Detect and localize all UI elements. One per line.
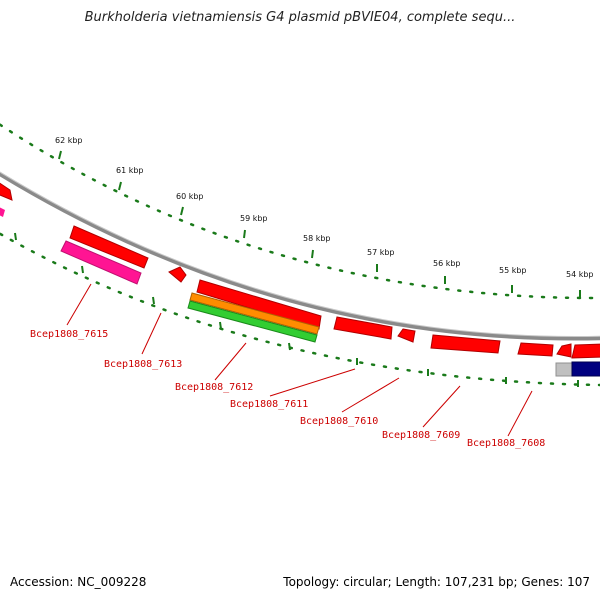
gene-bcep1808-7606 [571, 343, 600, 359]
gene-bcep1808-7614 [168, 266, 187, 283]
gene-label-7613[interactable]: Bcep1808_7613 [104, 359, 182, 370]
gene-label-7609[interactable]: Bcep1808_7609 [382, 430, 460, 441]
gene-label-7610[interactable]: Bcep1808_7610 [300, 416, 378, 427]
tick-60 [180, 206, 184, 216]
map-title: Burkholderia vietnamiensis G4 plasmid pB… [84, 10, 516, 25]
forward-strand-genes [0, 182, 13, 201]
scale-label-55: 55 kbp [499, 266, 527, 275]
leader-7612 [214, 342, 247, 381]
gene-bcep1808-7610 [397, 328, 416, 343]
gene-label-7615[interactable]: Bcep1808_7615 [30, 329, 108, 340]
inner-tick-e [288, 342, 291, 351]
gene-bcep1808-7615-pink [60, 240, 142, 285]
gene-bcep1808-7612-orange [189, 292, 320, 335]
leader-7611 [269, 368, 356, 397]
scale-label-58: 58 kbp [303, 234, 331, 243]
backbone-ring [0, 171, 600, 341]
leader-7615 [66, 283, 92, 326]
leader-7608 [507, 390, 533, 437]
scale-label-62: 62 kbp [55, 136, 83, 145]
inner-major-ticks [14, 232, 579, 387]
scale-label-54: 54 kbp [566, 270, 594, 279]
reverse-strand-genes [0, 207, 600, 377]
gene-bcep1808-7609 [430, 334, 501, 354]
gene-labels: Bcep1808_7615 Bcep1808_7613 Bcep1808_761… [30, 329, 545, 449]
leader-7613 [141, 312, 162, 355]
outer-tick-ring [0, 123, 600, 300]
gene-navy-feature [571, 361, 600, 377]
gene-forward-edge [0, 182, 13, 201]
inner-tick-ring [0, 232, 600, 387]
tick-62 [58, 150, 62, 160]
scale-label-56: 56 kbp [433, 259, 461, 268]
gene-edge-magenta [0, 207, 5, 217]
backbone-ring-highlight [0, 171, 600, 337]
scale-labels: 62 kbp 61 kbp 60 kbp 59 kbp 58 kbp 57 kb… [55, 136, 594, 279]
gene-bcep1808-7612-green [187, 300, 318, 343]
inner-tick-c [152, 296, 155, 305]
gene-bcep1808-7608 [517, 342, 554, 357]
gene-bcep1808-7615-red [69, 225, 149, 269]
leader-lines [66, 283, 533, 437]
outer-major-ticks [58, 150, 581, 298]
inner-tick-b [81, 265, 84, 274]
leader-7609 [422, 385, 461, 428]
scale-label-57: 57 kbp [367, 248, 395, 257]
gene-label-7612[interactable]: Bcep1808_7612 [175, 382, 253, 393]
scale-label-59: 59 kbp [240, 214, 268, 223]
gene-gray-feature [555, 362, 573, 377]
scale-label-60: 60 kbp [176, 192, 204, 201]
gene-label-7608[interactable]: Bcep1808_7608 [467, 438, 545, 449]
tick-59 [243, 229, 246, 239]
leader-7610 [341, 377, 400, 413]
scale-label-61: 61 kbp [116, 166, 144, 175]
tick-61 [118, 181, 122, 191]
accession-text: Accession: NC_009228 [10, 575, 147, 589]
gene-bcep1808-7611 [333, 316, 393, 340]
topology-summary: Topology: circular; Length: 107,231 bp; … [283, 575, 590, 589]
inner-tick-a [14, 232, 17, 241]
inner-tick-d [219, 321, 222, 330]
gene-bcep1808-7607 [556, 343, 572, 358]
tick-58 [311, 249, 314, 259]
gene-bcep1808-7613 [196, 279, 322, 330]
gene-label-7611[interactable]: Bcep1808_7611 [230, 399, 308, 410]
